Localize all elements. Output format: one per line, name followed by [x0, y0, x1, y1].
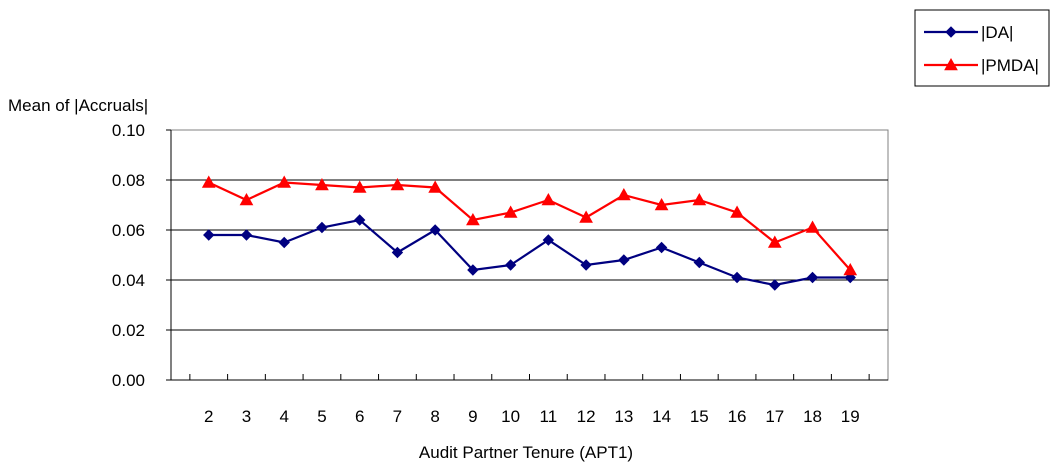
y-tick-labels: 0.00 0.02 0.04 0.06 0.08 0.10	[112, 121, 145, 390]
data-point	[579, 210, 593, 223]
data-point	[201, 175, 216, 188]
y-tick-label: 0.04	[112, 271, 145, 290]
x-tick-label: 11	[540, 407, 558, 426]
x-tick-label: 2	[204, 407, 213, 426]
data-point	[580, 259, 592, 271]
plot-area	[170, 129, 889, 381]
x-tick-label: 4	[279, 407, 288, 426]
y-tick-label: 0.00	[112, 371, 145, 390]
data-point	[466, 212, 480, 226]
data-point	[428, 180, 443, 193]
y-tick-label: 0.06	[112, 221, 145, 240]
data-point	[542, 234, 555, 246]
data-point	[353, 214, 366, 226]
data-point	[616, 187, 631, 201]
x-tick-label: 19	[841, 407, 860, 426]
data-point	[203, 229, 215, 241]
x-tick-label: 7	[393, 407, 402, 426]
data-point	[805, 220, 820, 233]
gridlines	[171, 179, 888, 331]
data-point	[316, 221, 328, 234]
y-axis-label: Mean of |Accruals|	[8, 96, 148, 115]
data-point	[806, 271, 819, 284]
data-point	[504, 259, 517, 271]
data-series	[201, 175, 858, 291]
x-axis-label: Audit Partner Tenure (APT1)	[419, 443, 633, 462]
y-tick-label: 0.08	[112, 171, 145, 190]
y-tick-label: 0.10	[112, 121, 145, 140]
data-point	[655, 241, 668, 254]
data-point	[769, 279, 781, 291]
data-point	[239, 192, 254, 206]
legend-label: |PMDA|	[981, 56, 1039, 75]
data-point	[278, 236, 290, 249]
data-point	[240, 229, 253, 241]
legend-label: |DA|	[981, 23, 1013, 42]
data-point	[390, 177, 405, 191]
x-tick-label: 15	[690, 407, 709, 426]
data-point	[467, 264, 479, 276]
x-tick-label: 9	[468, 407, 477, 426]
data-point	[693, 256, 706, 269]
x-tick-label: 13	[614, 407, 633, 426]
data-point	[391, 246, 404, 259]
legend: |DA| |PMDA|	[914, 9, 1050, 87]
x-tick-label: 14	[652, 407, 671, 426]
data-point	[730, 205, 744, 218]
series-1	[203, 214, 856, 291]
data-point	[352, 180, 367, 193]
legend-marker	[944, 57, 958, 71]
x-tick-label: 10	[501, 407, 520, 426]
x-tick-label: 16	[728, 407, 747, 426]
data-point	[692, 192, 707, 206]
legend-marker	[945, 26, 957, 38]
data-point	[731, 271, 743, 284]
data-point	[277, 175, 292, 188]
series-2	[201, 175, 858, 276]
data-point	[429, 224, 441, 236]
data-point	[503, 205, 518, 218]
x-tick-label: 12	[577, 407, 596, 426]
x-tick-label: 17	[765, 407, 784, 426]
data-point	[654, 197, 669, 211]
data-point	[843, 262, 858, 276]
data-point	[541, 192, 556, 206]
x-tick-labels: 2 3 4 5 6 7 8 9 10 11 12 13 14 15 16 17 18 19	[204, 407, 860, 426]
x-tick-label: 18	[803, 407, 822, 426]
x-tick-label: 8	[430, 407, 439, 426]
x-tick-label: 3	[242, 407, 251, 426]
data-point	[315, 177, 329, 191]
x-tick-label: 5	[317, 407, 326, 426]
x-tick-label: 6	[355, 407, 364, 426]
legend-box	[914, 9, 1050, 87]
data-point	[767, 235, 782, 248]
data-point	[618, 254, 630, 266]
axes	[166, 129, 888, 381]
y-tick-label: 0.02	[112, 321, 145, 340]
series-line	[208, 218, 851, 287]
